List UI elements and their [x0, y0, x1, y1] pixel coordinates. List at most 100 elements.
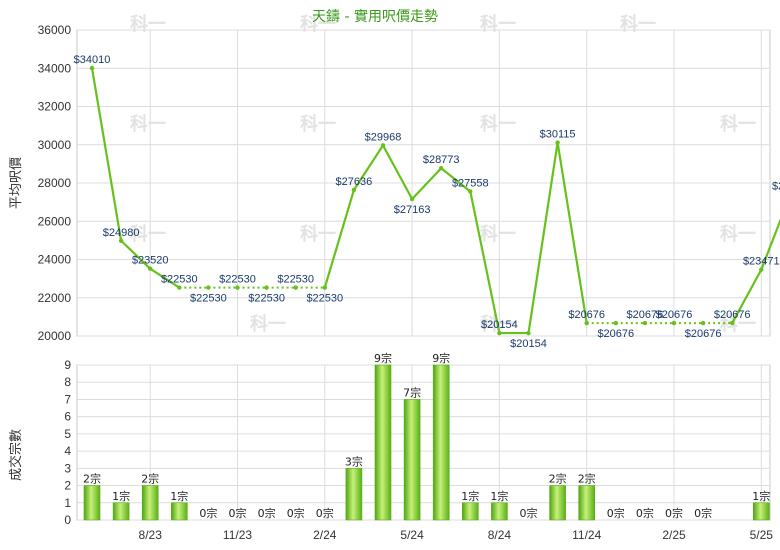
price-y-tick-label: 28000: [38, 176, 72, 190]
count-data-label: 0宗: [316, 506, 334, 520]
price-data-label: $22530: [248, 293, 285, 305]
count-data-label: 1宗: [490, 489, 508, 503]
x-tick-label: 11/24: [572, 528, 601, 542]
count-data-label: 2宗: [549, 472, 567, 486]
watermark-text: 科一: [480, 13, 516, 35]
price-line-segment: [760, 218, 780, 271]
count-bar: [345, 468, 363, 521]
price-y-tick-label: 36000: [38, 23, 72, 37]
chart-title: 天鑄 - 實用呎價走勢: [312, 8, 438, 25]
price-data-label: $20676: [597, 328, 634, 340]
count-data-label: 0宗: [287, 506, 305, 520]
count-bar: [752, 502, 770, 521]
x-tick-label: 5/24: [400, 528, 424, 542]
price-line-segment: [527, 142, 559, 334]
price-line-segment: [323, 189, 355, 288]
x-tick-label: 2/24: [313, 528, 337, 542]
count-data-label: 0宗: [607, 506, 625, 520]
price-point: [730, 320, 735, 326]
watermark-text: 科一: [300, 223, 336, 245]
price-data-label: $34010: [74, 54, 111, 66]
watermark-text: 科一: [480, 223, 516, 245]
watermark-text: 科一: [130, 13, 166, 35]
x-tick-label: 2/25: [662, 528, 686, 542]
price-point: [177, 285, 182, 290]
price-y-tick-label: 24000: [38, 253, 72, 267]
count-data-label: 0宗: [636, 506, 654, 520]
price-point: [555, 140, 560, 145]
price-data-label: $30115: [540, 129, 576, 141]
price-data-label: $28773: [423, 154, 460, 166]
price-point: [584, 320, 589, 326]
price-data-label: $20676: [627, 309, 664, 321]
price-point: [497, 330, 502, 336]
price-point: [613, 320, 618, 326]
price-line-segment: [731, 269, 763, 324]
price-line-segment: [469, 191, 501, 334]
price-line-segment: [556, 142, 588, 324]
price-point: [148, 266, 153, 271]
count-y-tick-label: 4: [64, 444, 71, 458]
count-y-tick-label: 7: [64, 392, 71, 406]
count-bar: [491, 502, 508, 521]
price-y-tick-label: 26000: [38, 214, 72, 228]
price-point: [380, 143, 386, 148]
price-line-segment: [149, 267, 180, 289]
price-data-label: $23471: [743, 256, 780, 268]
count-bar: [112, 502, 130, 521]
watermark-text: 科一: [720, 113, 756, 135]
price-data-label: $22530: [219, 274, 256, 286]
count-bar: [374, 364, 392, 521]
price-point: [322, 285, 327, 290]
x-tick-label: 8/23: [139, 528, 163, 542]
count-data-label: 1宗: [752, 489, 770, 503]
price-point: [264, 285, 269, 290]
price-data-label: $20676: [568, 309, 605, 321]
price-point: [293, 285, 298, 290]
count-data-label: 0宗: [665, 506, 683, 520]
count-y-tick-label: 8: [64, 375, 71, 389]
count-y-tick-label: 0: [64, 513, 71, 527]
count-bar: [83, 485, 101, 521]
price-data-label: $27163: [394, 204, 431, 216]
price-point: [206, 285, 211, 290]
y-axis-title-price: 平均呎價: [9, 157, 24, 209]
count-bar: [171, 502, 188, 521]
price-y-tick-label: 32000: [38, 100, 72, 114]
price-point: [235, 285, 240, 290]
count-y-tick-label: 6: [64, 410, 71, 424]
price-y-tick-label: 30000: [38, 138, 72, 152]
watermark-text: 科一: [130, 113, 166, 135]
count-y-tick-label: 9: [64, 358, 71, 372]
count-bar: [403, 399, 421, 521]
count-y-tick-label: 5: [64, 427, 71, 441]
count-data-label: 1宗: [170, 489, 188, 503]
watermark-text: 科一: [130, 223, 166, 245]
count-data-label: 1宗: [112, 489, 130, 503]
price-point: [468, 189, 473, 194]
price-line-segment: [90, 67, 123, 241]
y-axis-title-count: 成交宗數: [8, 429, 24, 481]
price-data-label: $20154: [510, 338, 547, 350]
price-line-segment: [411, 167, 442, 200]
price-data-label: $27558: [452, 177, 489, 189]
x-tick-label: 8/24: [488, 528, 512, 542]
count-data-label: 2宗: [578, 472, 596, 486]
price-y-tick-label: 20000: [38, 329, 72, 343]
price-data-label: $20676: [656, 309, 693, 321]
price-point: [759, 267, 764, 272]
price-y-tick-label: 22000: [38, 291, 72, 305]
price-data-label: $22530: [190, 293, 227, 305]
price-data-label: $20676: [714, 309, 751, 321]
watermark-text: 科一: [250, 313, 286, 335]
price-data-label: $22530: [161, 274, 198, 286]
count-data-label: 0宗: [229, 506, 247, 520]
price-data-label: $27397: [772, 181, 780, 193]
count-data-label: 3宗: [345, 454, 363, 468]
watermark-text: 科一: [720, 223, 756, 245]
price-data-label: $20676: [685, 328, 722, 340]
price-line-segment: [352, 144, 384, 191]
count-y-tick-label: 1: [64, 496, 71, 510]
